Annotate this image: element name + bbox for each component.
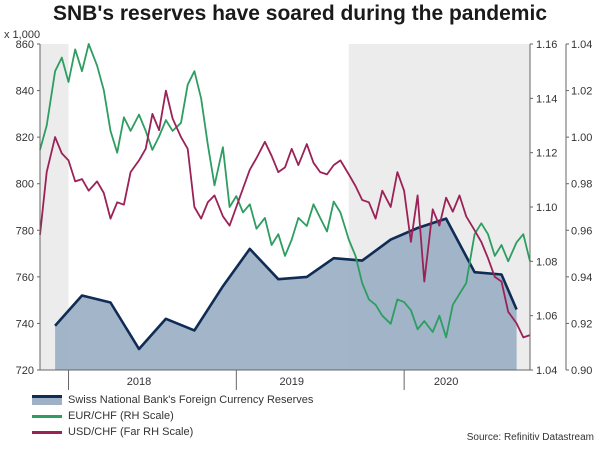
far-rh-tick-label: 0.90 xyxy=(571,365,592,377)
legend-swatch-reserves xyxy=(32,395,62,405)
x-tick-label: 2019 xyxy=(279,376,303,388)
left-axis-unit: x 1,000 xyxy=(4,29,40,41)
far-rh-tick-label: 1.00 xyxy=(571,132,592,144)
far-rh-tick-label: 0.98 xyxy=(571,179,592,191)
reserves-line xyxy=(54,217,518,351)
far-rh-tick-label: 1.02 xyxy=(571,86,592,98)
legend-label-usdchf: USD/CHF (Far RH Scale) xyxy=(68,426,194,438)
x-tick-label: 2018 xyxy=(127,376,151,388)
chart-legend: Swiss National Bank's Foreign Currency R… xyxy=(32,392,313,440)
legend-item-reserves: Swiss National Bank's Foreign Currency R… xyxy=(32,392,313,408)
usdchf-line xyxy=(39,89,531,339)
rh-tick-label: 1.06 xyxy=(536,311,557,323)
far-rh-tick-label: 0.94 xyxy=(571,272,592,284)
legend-swatch-eurchf xyxy=(32,414,62,418)
left-tick-label: 740 xyxy=(16,318,34,330)
legend-label-reserves: Swiss National Bank's Foreign Currency R… xyxy=(68,394,314,406)
rh-tick-label: 1.08 xyxy=(536,256,557,268)
rh-tick-label: 1.04 xyxy=(536,365,557,377)
left-tick-label: 760 xyxy=(16,272,34,284)
reserves-area xyxy=(55,218,517,370)
left-tick-label: 860 xyxy=(16,39,34,51)
legend-item-usdchf: USD/CHF (Far RH Scale) xyxy=(32,424,313,440)
legend-swatch-usdchf xyxy=(32,430,62,434)
left-tick-label: 780 xyxy=(16,225,34,237)
source-note: Source: Refinitiv Datastream xyxy=(466,432,594,443)
left-tick-label: 800 xyxy=(16,179,34,191)
far-rh-tick-label: 0.92 xyxy=(571,318,592,330)
far-rh-tick-label: 0.96 xyxy=(571,225,592,237)
left-tick-label: 840 xyxy=(16,86,34,98)
legend-label-eurchf: EUR/CHF (RH Scale) xyxy=(68,410,174,422)
rh-tick-label: 1.16 xyxy=(536,39,557,51)
x-tick-label: 2020 xyxy=(434,376,458,388)
rh-tick-label: 1.12 xyxy=(536,148,557,160)
legend-item-eurchf: EUR/CHF (RH Scale) xyxy=(32,408,313,424)
far-rh-tick-label: 1.04 xyxy=(571,39,592,51)
chart-title: SNB's reserves have soared during the pa… xyxy=(52,2,547,25)
eurchf-line xyxy=(39,43,531,339)
rh-tick-label: 1.14 xyxy=(536,93,557,105)
left-tick-label: 820 xyxy=(16,132,34,144)
rh-tick-label: 1.10 xyxy=(536,202,557,214)
left-tick-label: 720 xyxy=(16,365,34,377)
